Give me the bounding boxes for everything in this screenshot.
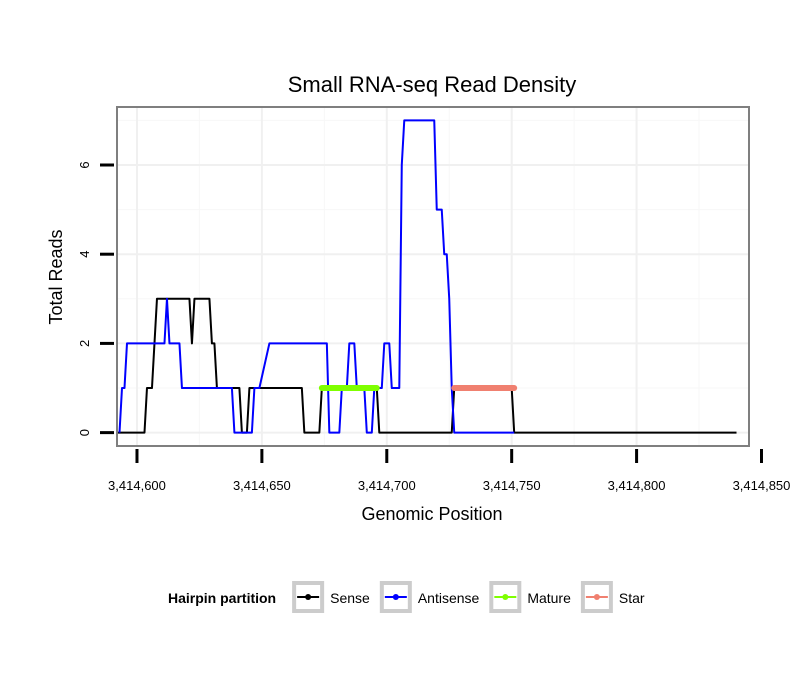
legend-label-mature: Mature: [527, 590, 571, 606]
plot-panel-border: [116, 106, 750, 447]
legend: Hairpin partition Sense Antisense Mature St…: [168, 581, 645, 613]
y-tick-label: 0: [77, 429, 92, 436]
x-tick-label: 3,414,800: [608, 478, 666, 493]
x-tick-label: 3,414,600: [108, 478, 166, 493]
chart-title: Small RNA-seq Read Density: [288, 72, 577, 97]
legend-label-antisense: Antisense: [418, 590, 480, 606]
x-tick-label: 3,414,700: [358, 478, 416, 493]
legend-title: Hairpin partition: [168, 590, 276, 606]
y-tick-label: 6: [77, 161, 92, 168]
x-tick-label: 3,414,750: [483, 478, 541, 493]
legend-label-star: Star: [619, 590, 645, 606]
legend-key-sense: [292, 581, 325, 613]
x-axis-title: Genomic Position: [361, 504, 502, 524]
legend-label-sense: Sense: [330, 590, 370, 606]
y-tick-label: 4: [77, 251, 92, 258]
y-tick-label: 2: [77, 340, 92, 347]
series-lines: [117, 119, 737, 434]
y-axis: 0 2 4 6: [77, 161, 114, 436]
legend-key-mature: [489, 581, 522, 613]
x-axis: 3,414,600 3,414,650 3,414,700 3,414,750 3,41…: [108, 449, 790, 493]
x-tick-label: 3,414,850: [733, 478, 791, 493]
y-axis-title: Total Reads: [46, 229, 66, 324]
plot-panel-background: [117, 107, 749, 446]
legend-key-antisense: [379, 581, 412, 613]
legend-key-star: [580, 581, 613, 613]
x-tick-label: 3,414,650: [233, 478, 291, 493]
series-antisense-line: [118, 119, 515, 434]
